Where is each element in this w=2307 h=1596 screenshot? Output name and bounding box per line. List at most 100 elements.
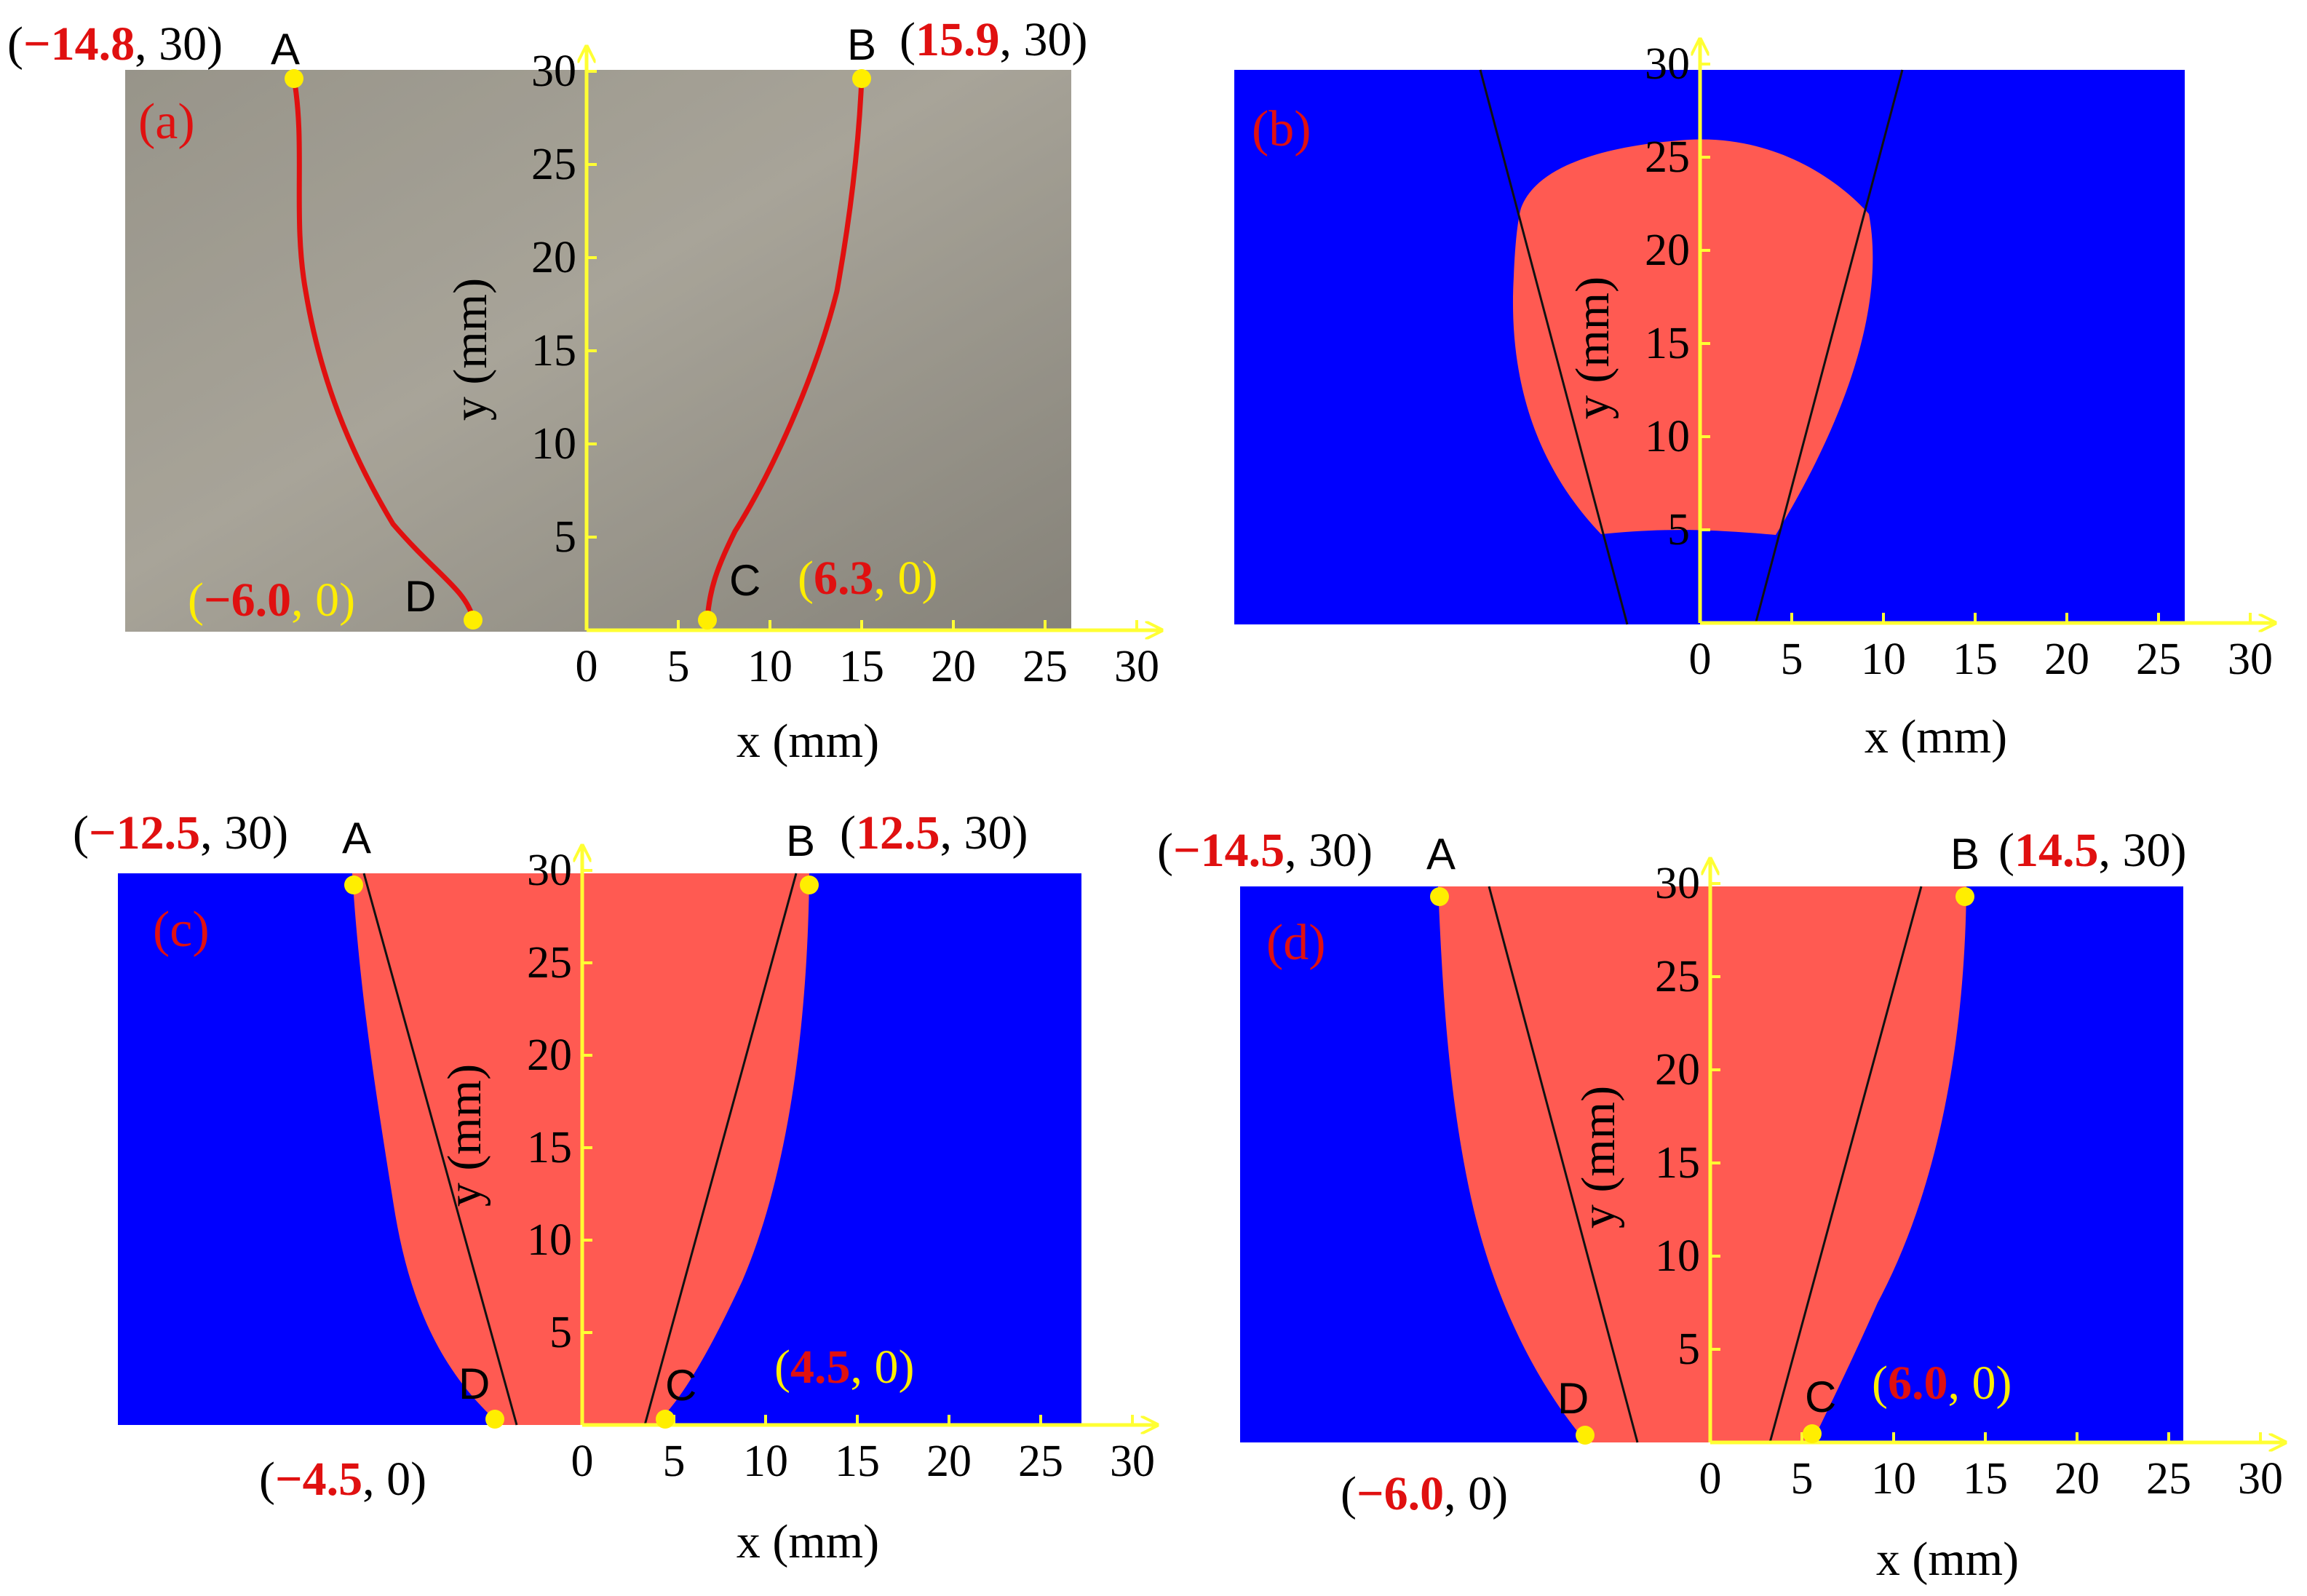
groove-line-right	[1768, 886, 1923, 1443]
point-b-marker	[800, 876, 819, 894]
coord-a: (−14.5, 30)	[1157, 824, 1373, 877]
x-tick-label: 15	[839, 642, 884, 691]
y-tick-label: 15	[527, 1123, 572, 1172]
coord-b: (15.9, 30)	[900, 13, 1087, 66]
coord-b: (12.5, 30)	[840, 806, 1028, 859]
point-a-marker	[344, 876, 363, 894]
point-d-label: D	[405, 572, 436, 621]
y-tick-label: 30	[531, 47, 576, 96]
y-tick-label: 30	[1655, 859, 1700, 908]
y-tick-label: 15	[531, 326, 576, 376]
coord-c: (6.3, 0)	[798, 552, 937, 605]
y-axis-title: y (mm)	[438, 1064, 491, 1207]
x-tick-label: 0	[1689, 635, 1712, 684]
point-b-label: B	[786, 817, 815, 865]
y-tick-label: 20	[527, 1031, 572, 1080]
weld-pool	[1438, 886, 1966, 1442]
x-tick-label: 20	[2044, 635, 2089, 684]
point-b-marker	[1955, 887, 1974, 906]
y-tick-label: 10	[1655, 1231, 1700, 1281]
y-tick-label: 25	[531, 140, 576, 189]
axes-c: 0 5 10 15 20 25 30 5 10 15 20 25 30 x (mm) y (mm)	[438, 846, 1157, 1568]
x-tick-label: 0	[576, 642, 598, 691]
x-tick-label: 15	[1953, 635, 1998, 684]
axes-b: 0 5 10 15 20 25 30 5 10 15 20 25 30 x (mm) y (mm)	[1566, 39, 2275, 763]
coord-c: (6.0, 0)	[1872, 1357, 2012, 1410]
panel-label: (d)	[1266, 915, 1326, 971]
x-tick-label: 10	[1861, 635, 1906, 684]
x-tick-label: 30	[1110, 1437, 1155, 1486]
coord-d: (−6.0, 0)	[188, 573, 355, 627]
axes-a: 0 5 10 15 20 25 30 5 10 15 20 25 30 x (mm) y (mm)	[444, 47, 1162, 768]
y-tick-label: 5	[1667, 505, 1690, 555]
x-tick-label: 15	[1963, 1454, 2008, 1504]
panel-b: 0 5 10 15 20 25 30 5 10 15 20 25 30 x (mm) y (mm) (b)	[1234, 39, 2275, 763]
x-tick-label: 20	[931, 642, 976, 691]
y-tick-label: 30	[1645, 39, 1690, 89]
x-tick-label: 10	[1871, 1454, 1916, 1504]
x-axis-title: x (mm)	[736, 1515, 879, 1568]
x-tick-label: 5	[1791, 1454, 1814, 1504]
point-a-label: A	[1426, 830, 1456, 878]
coord-c: (4.5, 0)	[774, 1341, 914, 1394]
point-c-label: C	[665, 1361, 696, 1410]
axes-d: 0 5 10 15 20 25 30 5 10 15 20 25 30 x (mm) y (mm)	[1572, 859, 2285, 1586]
y-tick-label: 10	[531, 419, 576, 469]
y-tick-label: 25	[1645, 132, 1690, 182]
y-axis-title: y (mm)	[1566, 277, 1619, 419]
point-d-marker	[464, 611, 483, 630]
x-tick-label: 25	[2146, 1454, 2191, 1504]
x-tick-label: 10	[747, 642, 793, 691]
y-tick-label: 20	[1645, 226, 1690, 275]
point-b-marker	[852, 69, 871, 88]
weld-pool	[1512, 139, 1873, 535]
y-tick-label: 10	[527, 1215, 572, 1265]
x-tick-label: 5	[1781, 635, 1803, 684]
point-d-marker	[485, 1410, 504, 1429]
x-tick-label: 20	[926, 1437, 972, 1486]
x-tick-label: 25	[2136, 635, 2181, 684]
groove-line-right	[1754, 69, 1904, 625]
point-c-marker	[656, 1410, 675, 1429]
point-b-label: B	[1950, 830, 1980, 878]
groove-line-left	[1488, 886, 1639, 1443]
fusion-boundary-left	[291, 78, 476, 619]
x-tick-label: 20	[2054, 1454, 2100, 1504]
panel-label: (a)	[138, 94, 195, 150]
y-tick-label: 15	[1645, 319, 1690, 368]
groove-line-left	[1479, 69, 1629, 625]
point-c-label: C	[1805, 1373, 1836, 1421]
y-axis-title: y (mm)	[444, 278, 497, 421]
point-b-label: B	[847, 20, 876, 69]
x-tick-label: 25	[1023, 642, 1068, 691]
point-c-marker	[1803, 1424, 1822, 1443]
y-tick-label: 20	[531, 233, 576, 282]
coord-d: (−6.0, 0)	[1341, 1467, 1508, 1520]
point-a-label: A	[342, 814, 371, 862]
x-tick-label: 25	[1018, 1437, 1063, 1486]
coord-a: (−12.5, 30)	[73, 806, 288, 859]
point-a-label: A	[271, 25, 300, 74]
panel-label: (c)	[153, 902, 210, 958]
coord-d: (−4.5, 0)	[259, 1453, 426, 1506]
point-d-marker	[1576, 1426, 1595, 1445]
point-c-label: C	[729, 556, 761, 605]
groove-line-left	[362, 873, 518, 1426]
point-a-marker	[285, 69, 303, 88]
x-tick-label: 5	[667, 642, 690, 691]
x-tick-label: 30	[2228, 635, 2273, 684]
point-d-label: D	[1557, 1374, 1589, 1423]
y-tick-label: 15	[1655, 1138, 1700, 1188]
point-d-label: D	[458, 1359, 490, 1408]
y-tick-label: 5	[549, 1308, 572, 1357]
groove-line-right	[643, 873, 798, 1426]
x-tick-label: 10	[743, 1437, 788, 1486]
y-tick-label: 5	[1677, 1325, 1700, 1374]
photo-sheen	[125, 70, 1071, 632]
y-tick-label: 20	[1655, 1045, 1700, 1095]
point-a-marker	[1430, 887, 1449, 906]
fusion-boundary-right	[704, 78, 865, 619]
